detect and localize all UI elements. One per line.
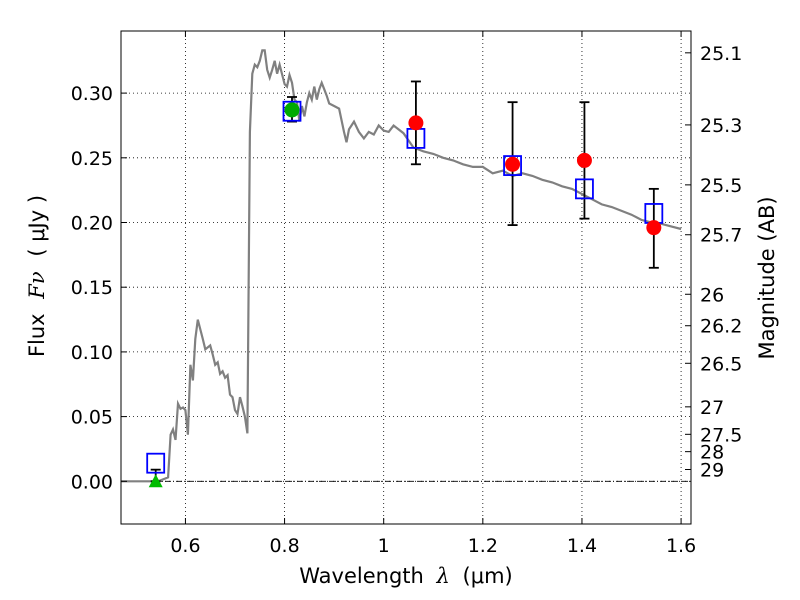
grid-lines bbox=[121, 31, 691, 524]
y-tick-label: 0.25 bbox=[71, 148, 113, 170]
right-axis-label: Magnitude (AB) bbox=[755, 196, 779, 359]
y-tick-label: 0.30 bbox=[71, 83, 113, 105]
mag-tick-label: 27 bbox=[700, 397, 724, 419]
y-tick-label: 0.05 bbox=[71, 407, 113, 429]
x-tick-label: 0.8 bbox=[269, 535, 299, 557]
x-axis-label-units: (μm) bbox=[463, 564, 513, 588]
y-tick-label: 0.20 bbox=[71, 213, 113, 235]
mag-tick-label: 25.7 bbox=[700, 225, 742, 247]
y-axis-label-prefix: Flux bbox=[25, 313, 49, 357]
mag-tick-label: 26 bbox=[700, 284, 724, 306]
optical-detection-point bbox=[284, 102, 300, 118]
y-tick-label: 0.00 bbox=[71, 471, 113, 493]
x-tick-label: 0.6 bbox=[170, 535, 200, 557]
model-band-flux-square bbox=[575, 178, 594, 200]
detection-point bbox=[646, 220, 662, 236]
x-axis-label-lambda: λ bbox=[436, 564, 450, 588]
plot-frame bbox=[120, 30, 692, 525]
x-tick-label: 1 bbox=[378, 535, 390, 557]
detection-markers bbox=[148, 102, 662, 488]
y-tick-label: 0.10 bbox=[71, 342, 113, 364]
mag-tick-label: 26.5 bbox=[700, 353, 742, 375]
y-axis-label-units: ( μJy ) bbox=[25, 195, 49, 257]
detection-point bbox=[408, 115, 424, 131]
model-sed-line bbox=[121, 49, 682, 483]
x-tick-label: 1.2 bbox=[468, 535, 498, 557]
mag-tick-label: 25.1 bbox=[700, 43, 742, 65]
y-tick-label: 0.15 bbox=[71, 277, 113, 299]
axis-ticks: 0.6 0.8 1 1.2 1.4 1.6 0.00 0.05 0.10 0.15 0.20 0.25… bbox=[71, 31, 742, 557]
mag-tick-label: 27.5 bbox=[700, 424, 742, 446]
detection-point bbox=[505, 156, 521, 172]
model-band-flux-square bbox=[146, 452, 166, 474]
mag-tick-label: 25.5 bbox=[700, 175, 742, 197]
mag-tick-label: 25.3 bbox=[700, 115, 742, 137]
mag-tick-label: 29 bbox=[700, 459, 724, 481]
model-band-flux-square bbox=[282, 100, 302, 122]
y-axis-label-symbol: Fν bbox=[25, 271, 49, 300]
model-band-flux-square bbox=[503, 155, 522, 176]
x-axis-label-prefix: Wavelength bbox=[299, 564, 424, 588]
mag-tick-label: 28 bbox=[700, 442, 724, 464]
detection-point bbox=[576, 152, 592, 168]
y-axis-label: Flux Fν ( μJy ) bbox=[25, 195, 49, 357]
mag-tick-label: 26.2 bbox=[700, 316, 742, 338]
x-tick-label: 1.4 bbox=[567, 535, 597, 557]
non-detection-triangle bbox=[148, 474, 163, 488]
x-axis-label: Wavelength λ (μm) bbox=[299, 564, 512, 588]
x-tick-label: 1.6 bbox=[666, 535, 696, 557]
